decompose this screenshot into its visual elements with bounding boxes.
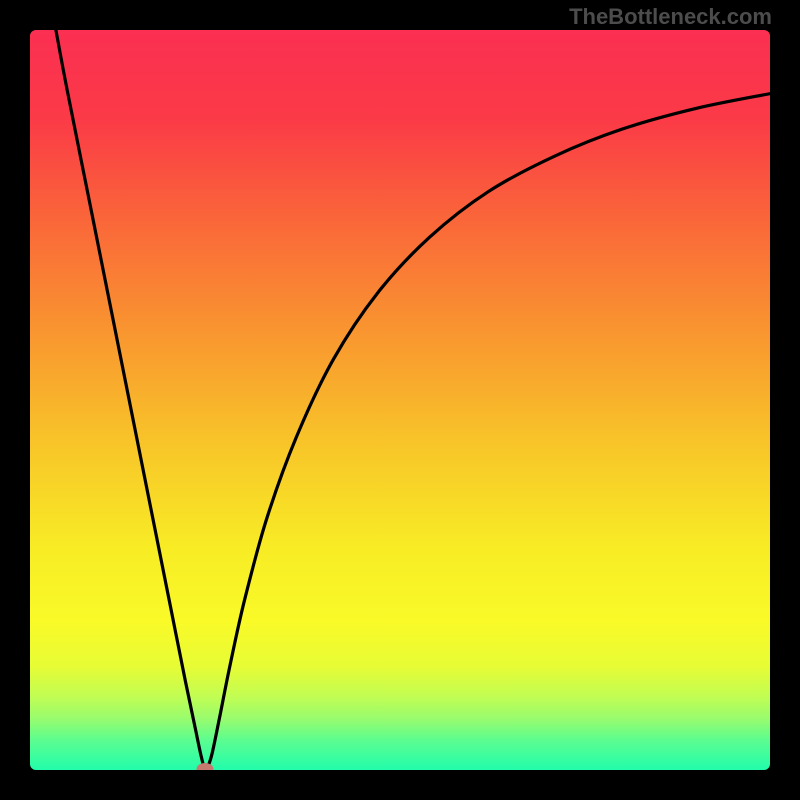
- watermark-text: TheBottleneck.com: [569, 4, 772, 30]
- chart-container: TheBottleneck.com: [0, 0, 800, 800]
- minimum-marker: [196, 763, 213, 770]
- plot-area: [30, 30, 770, 770]
- curve-svg: [30, 30, 770, 770]
- bottleneck-curve: [56, 30, 770, 770]
